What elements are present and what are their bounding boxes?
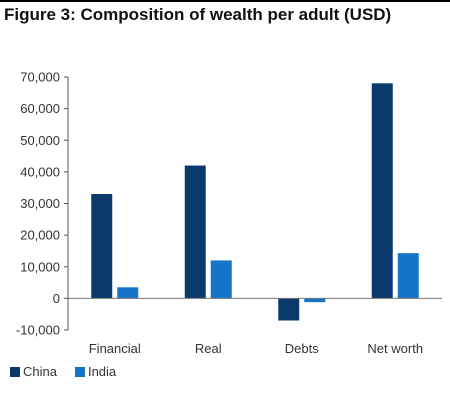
y-tick-label: 0 (53, 291, 60, 306)
bar-china-real (184, 165, 206, 299)
bar-india-real (210, 260, 232, 299)
x-category-label: Debts (285, 341, 319, 356)
top-rule (0, 0, 450, 2)
x-category-label: Financial (89, 341, 141, 356)
legend-swatch-china (10, 367, 20, 377)
bar-india-debts (304, 298, 326, 303)
legend-label-india: India (88, 364, 117, 379)
y-tick-label: 50,000 (20, 133, 60, 148)
legend-swatch-india (74, 367, 85, 377)
x-category-label: Net worth (367, 341, 423, 356)
bar-india-net-worth (397, 253, 419, 299)
bar-india-financial (117, 287, 139, 299)
y-tick-label: -10,000 (16, 323, 60, 338)
y-tick-label: 20,000 (20, 228, 60, 243)
y-tick-label: 60,000 (20, 101, 60, 116)
y-tick-label: 30,000 (20, 196, 60, 211)
y-tick-label: 70,000 (20, 70, 60, 85)
legend-label-china: China (23, 364, 58, 379)
chart-title: Figure 3: Composition of wealth per adul… (4, 5, 392, 24)
x-category-label: Real (195, 341, 222, 356)
bar-china-debts (278, 298, 300, 321)
y-tick-label: 40,000 (20, 164, 60, 179)
bar-china-financial (91, 194, 113, 299)
y-tick-label: 10,000 (20, 259, 60, 274)
bar-china-net-worth (371, 83, 393, 299)
